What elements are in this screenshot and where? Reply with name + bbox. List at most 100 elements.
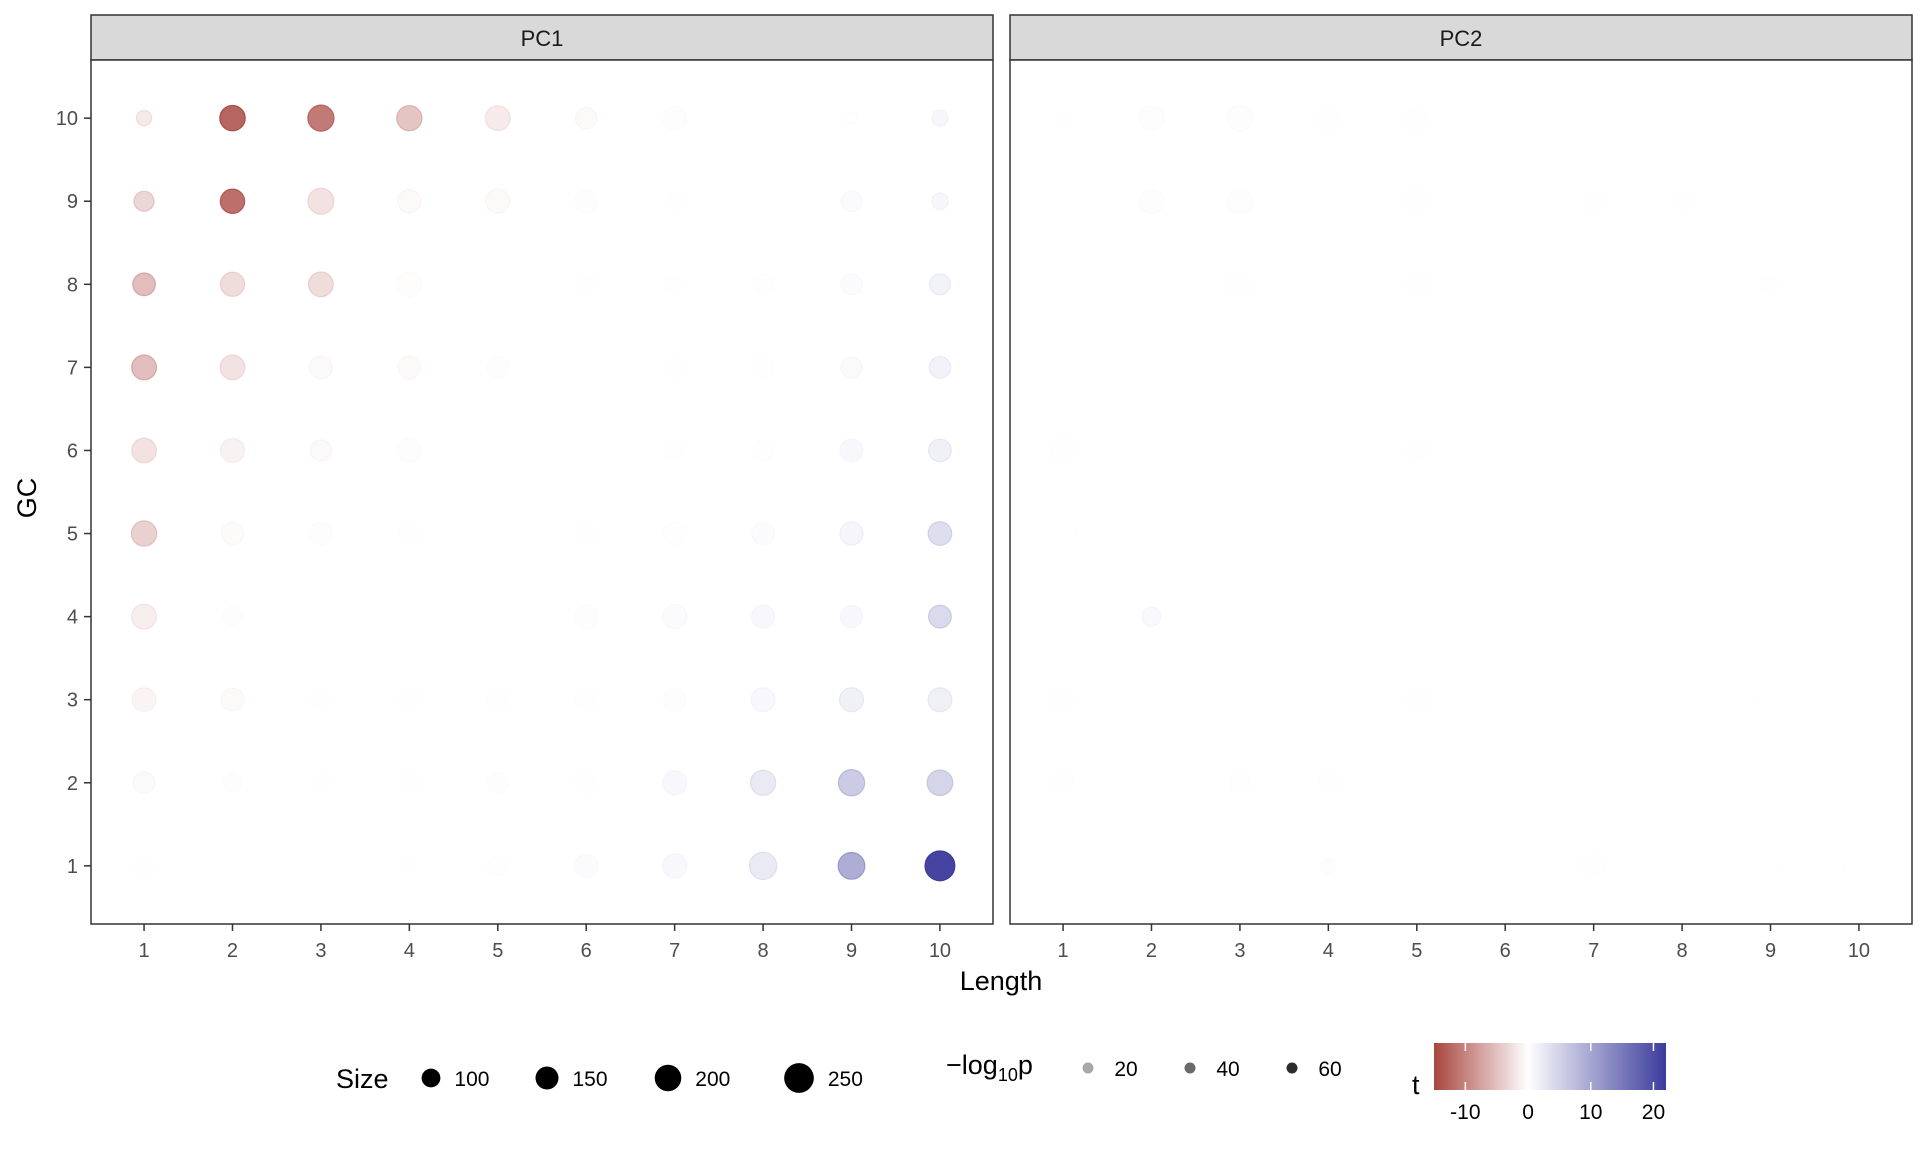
alpha-legend-title-prefix: −log <box>946 1050 998 1080</box>
bubble-point <box>1846 769 1872 796</box>
bubble-point <box>928 273 951 296</box>
x-tick-label: 8 <box>758 940 769 962</box>
bubble-point <box>1049 519 1077 548</box>
bubble-point <box>135 109 153 127</box>
y-tick-label: 10 <box>56 108 78 130</box>
bubble-point <box>1584 690 1603 709</box>
bubble-point <box>222 606 243 627</box>
bubble-point <box>1758 521 1783 546</box>
x-tick-label: 6 <box>581 940 592 962</box>
bubble-point <box>840 190 863 213</box>
bubble-point <box>1053 855 1073 876</box>
facet-panel-2: PC2 <box>1009 14 1913 925</box>
bubble-point <box>219 271 246 297</box>
bubble-point <box>396 437 422 464</box>
bubble-point <box>1229 688 1251 711</box>
bubble-point <box>487 440 509 461</box>
bubble-point <box>661 603 688 630</box>
bubble-point <box>398 605 421 628</box>
bubble-point <box>931 109 949 127</box>
alpha-legend-key <box>1082 1062 1094 1074</box>
bubble-point <box>1054 109 1072 127</box>
bubble-point <box>1760 773 1781 793</box>
bubble-point <box>222 772 243 793</box>
bubble-point <box>1226 187 1254 215</box>
bubble-point <box>1495 606 1515 627</box>
bubble-point <box>1670 854 1694 878</box>
x-tick-label: 10 <box>929 940 951 962</box>
bubble-point <box>1581 853 1606 879</box>
bubble-point <box>1403 105 1430 131</box>
bubble-point <box>1761 440 1781 460</box>
alpha-legend-title-suffix: p <box>1018 1050 1033 1080</box>
bubble-point <box>226 859 239 873</box>
alpha-legend-key <box>1286 1062 1298 1074</box>
color-legend-label: 10 <box>1579 1101 1602 1124</box>
bubble-point <box>130 603 158 630</box>
bubble-point <box>1494 107 1516 129</box>
bubble-point <box>307 104 335 132</box>
bubble-point <box>307 187 335 215</box>
bubble-point <box>1226 104 1254 132</box>
bubble-point <box>1229 523 1251 544</box>
bubble-point <box>1492 355 1518 380</box>
bubble-point <box>758 113 768 124</box>
bubble-point <box>1671 439 1694 462</box>
bubble-point <box>1670 688 1694 712</box>
x-axis-title: Length <box>960 966 1043 996</box>
panel-background <box>1010 60 1912 924</box>
bubble-point <box>662 687 687 712</box>
bubble-point <box>309 439 333 462</box>
x-tick-label: 3 <box>315 940 326 962</box>
bubble-point <box>1582 439 1605 462</box>
bubble-point <box>130 520 158 547</box>
bubble-point <box>839 604 864 629</box>
bubble-point <box>1408 857 1426 875</box>
facet-strip <box>90 14 994 61</box>
bubble-point <box>1672 274 1692 294</box>
bubble-point <box>1759 356 1782 379</box>
x-tick-label: 1 <box>1057 940 1068 962</box>
bubble-point <box>132 771 156 795</box>
bubble-point <box>662 770 688 796</box>
bubble-point <box>931 192 949 211</box>
bubble-point <box>1317 771 1340 794</box>
bubble-point <box>1319 857 1337 875</box>
bubble-point <box>1232 858 1248 874</box>
bubble-point <box>1581 521 1606 546</box>
bubble-point <box>487 273 509 295</box>
bubble-point <box>1227 271 1253 298</box>
size-legend-key <box>784 1063 814 1093</box>
bubble-point <box>1052 190 1074 213</box>
bubble-point <box>661 853 688 879</box>
bubble-point <box>575 273 597 296</box>
bubble-point <box>1581 770 1606 795</box>
bubble-point <box>751 356 775 379</box>
bubble-point <box>1493 272 1518 297</box>
bubble-point <box>1318 440 1339 461</box>
bubble-point <box>1582 189 1606 213</box>
color-legend-title: t <box>1412 1070 1420 1100</box>
x-tick-label: 9 <box>846 940 857 962</box>
color-legend: t -10 0 10 20 <box>1412 1043 1666 1124</box>
bubble-point <box>1672 524 1692 543</box>
bubble-point <box>309 605 332 628</box>
alpha-legend-title: −log10p <box>946 1050 1033 1085</box>
bubble-point <box>1761 109 1780 128</box>
bubble-point <box>1145 859 1158 873</box>
bubble-point <box>837 851 866 880</box>
bubble-point <box>927 438 952 463</box>
x-tick-label: 10 <box>1848 940 1870 962</box>
bubble-point <box>220 687 245 712</box>
alpha-legend-key <box>1184 1062 1196 1074</box>
bubble-point <box>840 356 863 379</box>
alpha-legend-label: 20 <box>1114 1058 1137 1081</box>
bubble-point <box>1316 687 1341 712</box>
bubble-point <box>574 189 598 213</box>
bubble-point <box>574 853 599 879</box>
bubble-point <box>844 111 859 125</box>
bubble-point <box>1404 271 1430 297</box>
bubble-point <box>485 604 510 629</box>
bubble-point <box>1051 771 1075 794</box>
bubble-point <box>1054 275 1073 294</box>
